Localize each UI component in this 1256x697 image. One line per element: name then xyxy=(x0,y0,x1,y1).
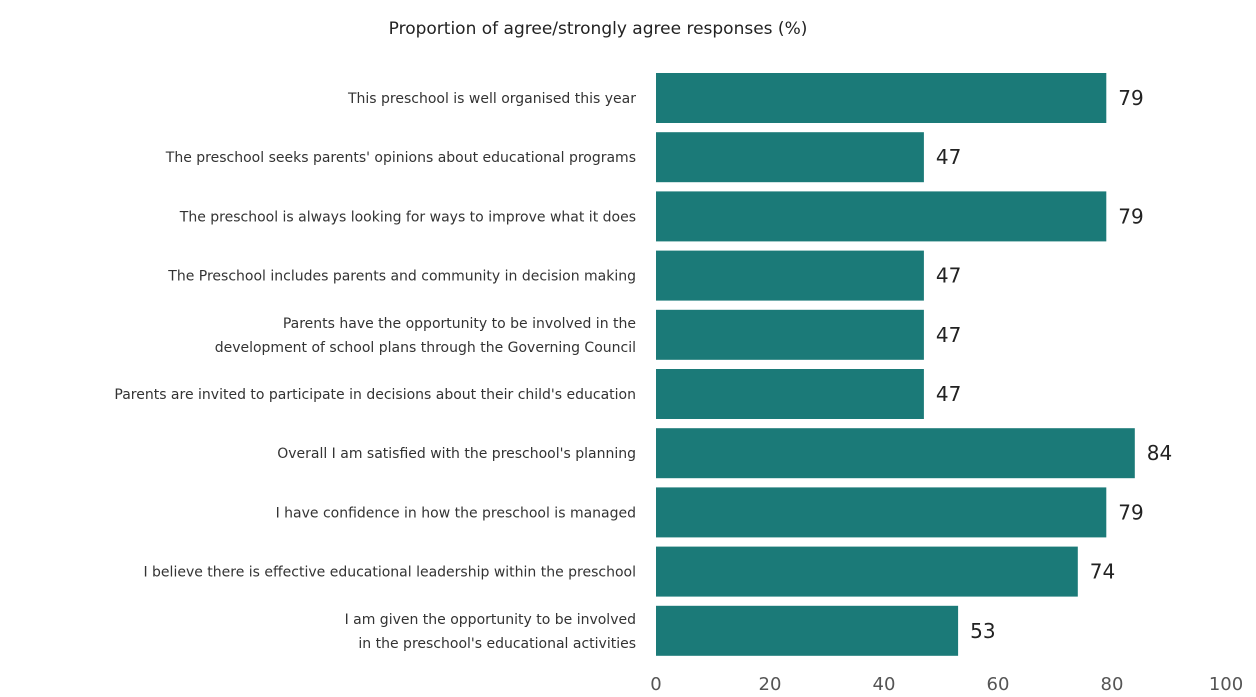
bar-7 xyxy=(656,487,1107,538)
bars-layer xyxy=(656,73,1135,656)
bar-8 xyxy=(656,546,1078,597)
bar-2 xyxy=(656,191,1107,242)
category-label-9: I am given the opportunity to be involve… xyxy=(345,612,636,652)
x-tick-100: 100 xyxy=(1209,674,1243,695)
category-label-7-line-0: I have confidence in how the preschool i… xyxy=(276,505,636,521)
category-label-8: I believe there is effective educational… xyxy=(143,565,636,581)
value-labels: 79 47 79 47 47 47 84 79 74 53 xyxy=(936,86,1172,643)
value-label-3: 47 xyxy=(936,264,961,288)
bar-4 xyxy=(656,309,924,360)
x-tick-0: 0 xyxy=(650,674,661,695)
category-label-9-line-1: in the preschool's educational activitie… xyxy=(358,636,636,652)
category-label-4-line-1: development of school plans through the … xyxy=(215,340,636,356)
x-tick-80: 80 xyxy=(1101,674,1124,695)
bar-9 xyxy=(656,605,959,656)
category-label-0-line-0: This preschool is well organised this ye… xyxy=(347,91,636,107)
category-label-8-line-0: I believe there is effective educational… xyxy=(143,565,636,581)
category-label-0: This preschool is well organised this ye… xyxy=(347,91,636,107)
value-label-0: 79 xyxy=(1118,86,1143,110)
value-label-6: 84 xyxy=(1147,441,1172,465)
value-label-5: 47 xyxy=(936,382,961,406)
category-label-1-line-0: The preschool seeks parents' opinions ab… xyxy=(165,150,636,166)
category-label-4: Parents have the opportunity to be invol… xyxy=(215,316,636,356)
category-labels: This preschool is well organised this ye… xyxy=(114,91,636,652)
bar-1 xyxy=(656,132,924,183)
bar-5 xyxy=(656,369,924,419)
category-label-3-line-0: The Preschool includes parents and commu… xyxy=(167,269,636,285)
bar-0 xyxy=(656,73,1107,123)
category-label-9-line-0: I am given the opportunity to be involve… xyxy=(345,612,636,628)
category-label-5: Parents are invited to participate in de… xyxy=(114,387,636,403)
category-label-6-line-0: Overall I am satisfied with the preschoo… xyxy=(277,446,636,462)
x-axis-ticks: 0 20 40 60 80 100 xyxy=(650,674,1243,695)
x-tick-20: 20 xyxy=(759,674,782,695)
category-label-4-line-0: Parents have the opportunity to be invol… xyxy=(283,316,636,332)
value-label-7: 79 xyxy=(1118,500,1143,524)
value-label-8: 74 xyxy=(1090,560,1115,584)
value-label-4: 47 xyxy=(936,323,961,347)
category-label-5-line-0: Parents are invited to participate in de… xyxy=(114,387,636,403)
bar-6 xyxy=(656,428,1135,479)
category-label-7: I have confidence in how the preschool i… xyxy=(276,505,636,521)
category-label-1: The preschool seeks parents' opinions ab… xyxy=(165,150,636,166)
value-label-9: 53 xyxy=(970,619,995,643)
value-label-2: 79 xyxy=(1118,204,1143,228)
value-label-1: 47 xyxy=(936,145,961,169)
category-label-2-line-0: The preschool is always looking for ways… xyxy=(179,209,636,225)
category-label-3: The Preschool includes parents and commu… xyxy=(167,269,636,285)
x-tick-40: 40 xyxy=(873,674,896,695)
chart-title: Proportion of agree/strongly agree respo… xyxy=(389,19,808,39)
category-label-2: The preschool is always looking for ways… xyxy=(179,209,636,225)
bar-3 xyxy=(656,250,924,301)
category-label-6: Overall I am satisfied with the preschoo… xyxy=(277,446,636,462)
x-tick-60: 60 xyxy=(987,674,1010,695)
